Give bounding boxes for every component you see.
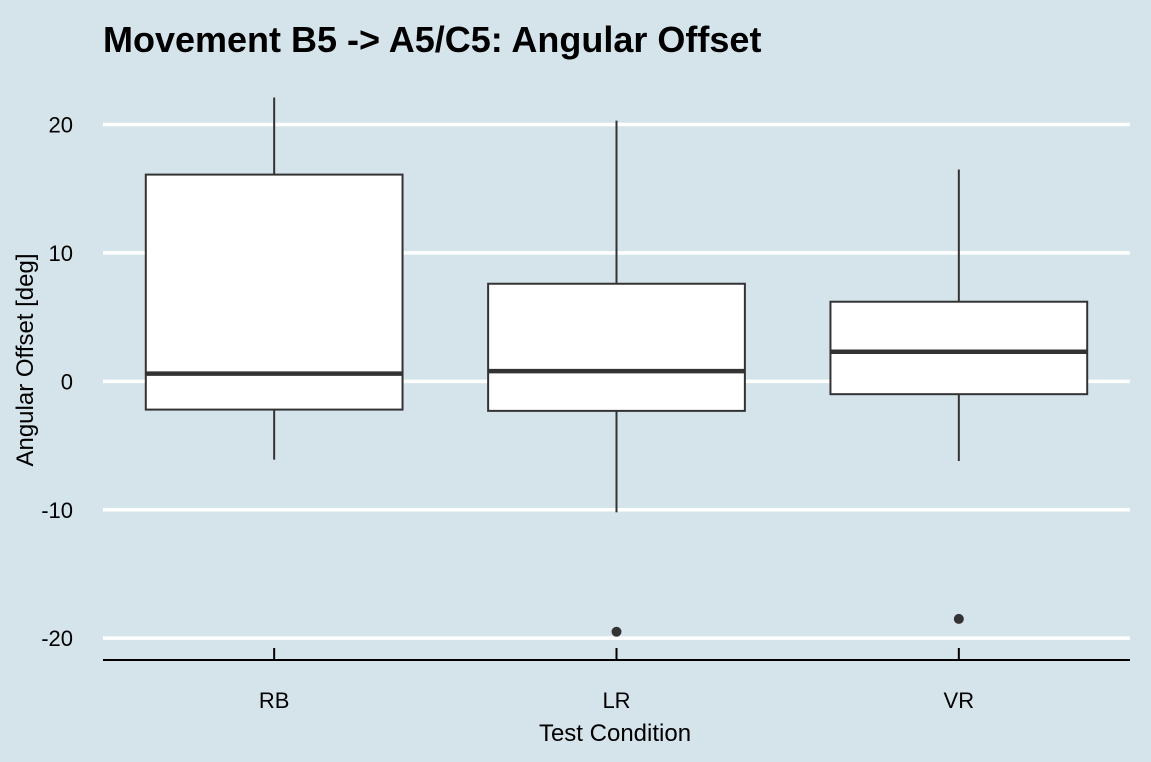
y-tick-label--20: -20 [41, 626, 73, 651]
y-tick-label-0: 0 [61, 369, 73, 394]
x-axis-title: Test Condition [539, 720, 691, 747]
x-tick-label-rb: RB [259, 688, 290, 713]
y-tick-labels: -20 -10 0 10 20 [41, 113, 73, 652]
y-tick-label--10: -10 [41, 498, 73, 523]
boxes [144, 97, 1089, 637]
x-tick-labels: RB LR VR [259, 688, 974, 713]
x-tick-label-vr: VR [944, 688, 975, 713]
y-axis-title: Angular Offset [deg] [12, 253, 39, 466]
y-tick-label-10: 10 [49, 241, 73, 266]
x-axis [103, 648, 1130, 661]
x-tick-label-lr: LR [602, 688, 630, 713]
outlier-lr-0 [611, 626, 622, 637]
outlier-vr-0 [953, 613, 964, 624]
box-rb [144, 173, 404, 411]
box-vr [829, 300, 1089, 396]
box-lr [487, 282, 746, 412]
chart-title: Movement B5 -> A5/C5: Angular Offset [103, 19, 761, 60]
y-tick-label-20: 20 [49, 113, 73, 138]
